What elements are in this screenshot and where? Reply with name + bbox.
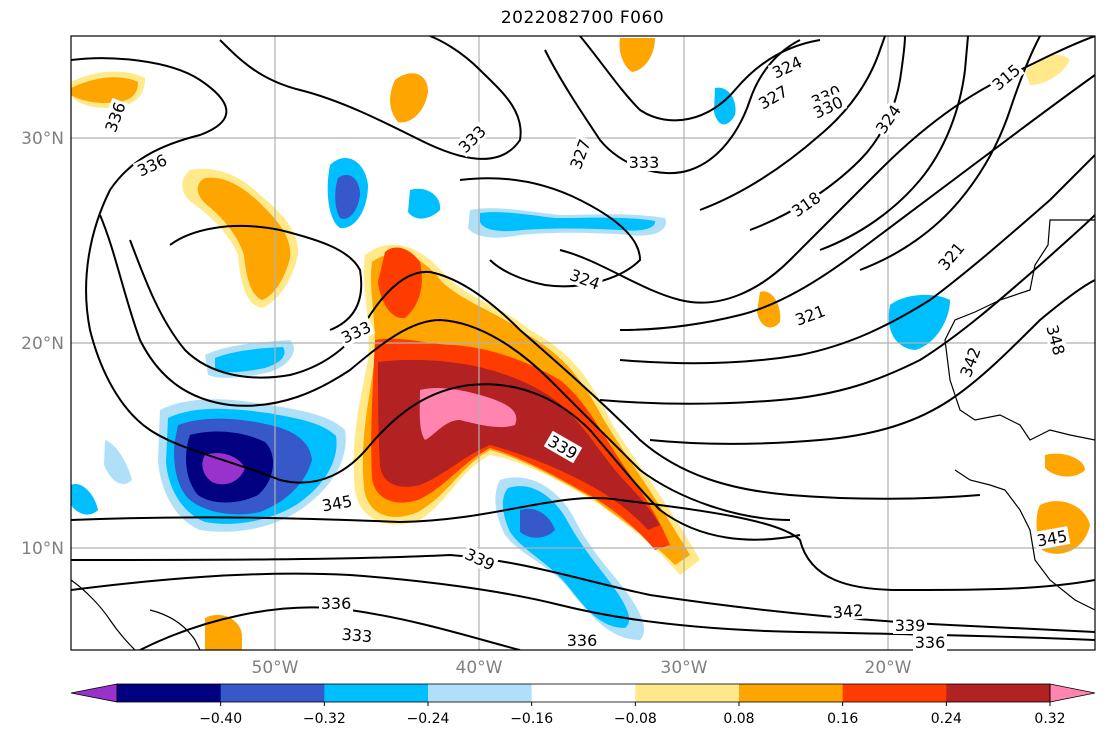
positive-anomaly-sw (205, 614, 242, 650)
contour-label-bg (1033, 526, 1071, 550)
contour-label-bg (565, 134, 595, 174)
lon-label: 20°W (865, 658, 912, 678)
contour-label-bg (453, 120, 491, 158)
positive-anomaly-n (390, 73, 428, 123)
colorbar-ticks: −0.40 −0.32 −0.24 −0.16 −0.08 0.08 0.16 0.24 0.3… (199, 702, 1066, 727)
contour-label-bg (318, 491, 356, 515)
colorbar-segment (531, 684, 636, 702)
positive-anomaly-n2 (619, 38, 655, 72)
colorbar-tick-label: −0.24 (407, 711, 450, 727)
coastlines (71, 219, 1095, 650)
lat-label: 10°N (21, 539, 64, 559)
contour-label-bg (913, 633, 947, 651)
negative-anomaly-small5 (104, 440, 132, 485)
contour-label: 315 (989, 60, 1025, 94)
contour-label: 333 (629, 153, 660, 172)
contour-label-bg (100, 97, 130, 137)
colorbar-segment (739, 684, 844, 702)
colorbar-segment (842, 684, 947, 702)
colorbar-tick-label: −0.08 (614, 711, 657, 727)
colorbar-segment (220, 684, 325, 702)
positive-anomaly-nw-orange (71, 77, 138, 103)
contour-label-bg (319, 594, 353, 612)
negative-anomaly-south-blue (520, 508, 555, 538)
colorbar-segment (324, 684, 429, 702)
contour-label: 342 (832, 601, 864, 623)
contour-label-bg (955, 342, 985, 382)
contour-label-bg (460, 543, 500, 575)
contour-label-bg (753, 80, 793, 114)
positive-anomaly-se2 (1045, 453, 1085, 477)
contour-label-bg (565, 264, 605, 294)
colorbar-tick-label: −0.40 (199, 711, 242, 727)
contour-label: 333 (455, 122, 490, 157)
lat-label: 20°N (21, 334, 64, 354)
shaded-fields (71, 38, 1090, 650)
colorbar-tick-label: 0.08 (723, 711, 754, 727)
positive-anomaly-northeast (378, 247, 422, 319)
lon-label: 30°W (661, 658, 708, 678)
negative-anomaly-small2 (408, 188, 441, 219)
colorbar-tick-label: −0.32 (303, 711, 346, 727)
negative-anomaly-north-blue (335, 174, 360, 219)
colorbar-segment (946, 684, 1051, 702)
contour-label: 327 (566, 137, 594, 172)
positive-anomaly-pink (419, 387, 517, 440)
contour-label: 336 (915, 633, 946, 652)
contour-label-bg (808, 91, 848, 123)
contour-label: 348 (1042, 323, 1068, 357)
lon-label: 40°W (456, 658, 503, 678)
negative-anomaly-purple (202, 453, 245, 485)
contour-label: 324 (567, 265, 602, 293)
contour-label-bg (565, 631, 599, 649)
colorbar-extend-low (70, 683, 118, 703)
map-title: 2022082700 F060 (500, 8, 665, 28)
colorbar-extend-high (1049, 683, 1096, 703)
map-frame (70, 35, 1096, 651)
negative-anomaly-small4 (71, 484, 98, 515)
contour-label-bg (543, 430, 583, 464)
contour-label-bg (790, 300, 830, 330)
colorbar-tick-label: 0.16 (827, 711, 858, 727)
contour-label: 336 (321, 594, 352, 613)
contour-label-bg (132, 149, 172, 181)
contour-label-bg (893, 616, 927, 634)
contour-label: 345 (320, 491, 353, 515)
contour-label-bg (786, 186, 826, 222)
negative-anomaly-mid-cyan (480, 212, 656, 232)
contour-label-bg (1042, 321, 1070, 359)
contour-label-bg (987, 59, 1025, 95)
contour-label-bg (830, 600, 866, 622)
colorbar-frame (116, 683, 1051, 703)
lon-label: 50°W (252, 658, 299, 678)
positive-anomaly-e (757, 291, 781, 328)
lat-label: 30°N (21, 129, 64, 149)
contour-label: 336 (567, 631, 598, 650)
contour-label: 321 (934, 239, 968, 275)
negative-anomaly-east (888, 294, 950, 350)
contour-label-bg (336, 316, 376, 348)
contour-label-bg (767, 51, 807, 83)
colorbar-segment (428, 684, 533, 702)
colorbar-segment (635, 684, 740, 702)
contour-label-bg (627, 153, 661, 171)
contour-label-bg (870, 99, 906, 139)
negative-anomaly-small1-cyan (215, 347, 285, 373)
colorbar (70, 683, 1096, 703)
contour-label-bg (339, 624, 375, 646)
contour-label: 339 (895, 616, 926, 635)
contour-label: 333 (341, 625, 373, 647)
colorbar-tick-label: 0.24 (931, 711, 962, 727)
positive-anomaly-arm-orange (197, 177, 291, 300)
positive-anomaly-ne (1025, 54, 1070, 85)
colorbar-segment (117, 684, 222, 702)
contour-label-bg (933, 237, 969, 275)
colorbar-tick-label: −0.16 (510, 711, 553, 727)
colorbar-tick-label: 0.32 (1034, 711, 1065, 727)
contour-label: 342 (956, 345, 984, 380)
contour-label: 321 (793, 301, 828, 329)
